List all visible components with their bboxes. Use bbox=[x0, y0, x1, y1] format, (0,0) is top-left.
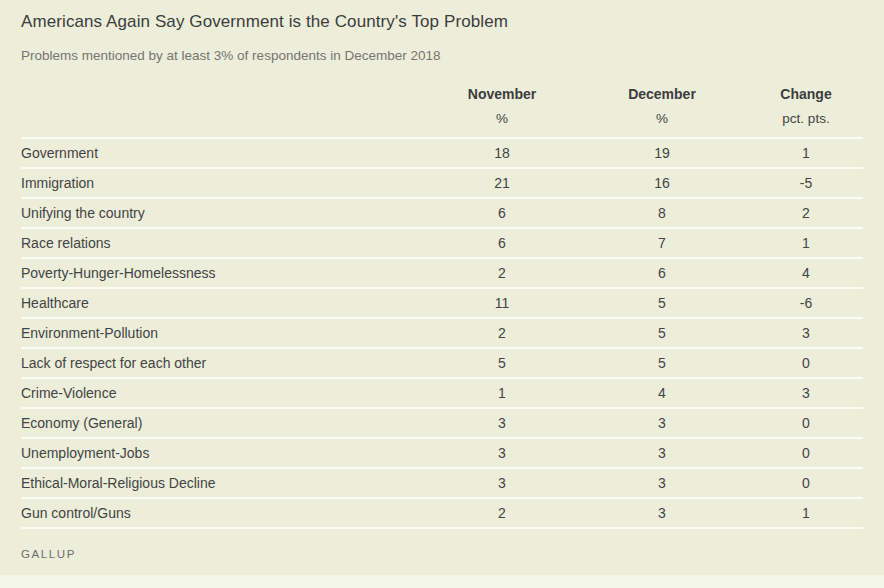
row-label: Environment-Pollution bbox=[21, 318, 429, 348]
table-row: Unifying the country682 bbox=[21, 198, 863, 228]
row-label: Unifying the country bbox=[21, 198, 429, 228]
column-header-november: November bbox=[429, 78, 575, 109]
table-graphic: Americans Again Say Government is the Co… bbox=[0, 0, 884, 560]
change-value: 1 bbox=[749, 498, 863, 528]
december-value: 3 bbox=[575, 498, 749, 528]
row-label: Immigration bbox=[21, 168, 429, 198]
page-subtitle: Problems mentioned by at least 3% of res… bbox=[21, 48, 863, 63]
table-row: Ethical-Moral-Religious Decline330 bbox=[21, 468, 863, 498]
bottom-strip bbox=[0, 575, 884, 588]
table-row: Poverty-Hunger-Homelessness264 bbox=[21, 258, 863, 288]
november-value: 5 bbox=[429, 348, 575, 378]
row-label: Gun control/Guns bbox=[21, 498, 429, 528]
december-value: 6 bbox=[575, 258, 749, 288]
change-value: 3 bbox=[749, 378, 863, 408]
table-row: Unemployment-Jobs330 bbox=[21, 438, 863, 468]
row-label: Lack of respect for each other bbox=[21, 348, 429, 378]
unit-header-change: pct. pts. bbox=[749, 109, 863, 138]
november-value: 2 bbox=[429, 498, 575, 528]
december-value: 16 bbox=[575, 168, 749, 198]
row-label: Government bbox=[21, 138, 429, 168]
november-value: 3 bbox=[429, 468, 575, 498]
page-title: Americans Again Say Government is the Co… bbox=[21, 0, 863, 32]
november-value: 2 bbox=[429, 318, 575, 348]
table-row: Immigration2116-5 bbox=[21, 168, 863, 198]
december-value: 5 bbox=[575, 288, 749, 318]
table-row: Environment-Pollution253 bbox=[21, 318, 863, 348]
change-value: 0 bbox=[749, 468, 863, 498]
november-value: 21 bbox=[429, 168, 575, 198]
problems-table: November December Change % % pct. pts. G… bbox=[21, 78, 863, 529]
change-value: 3 bbox=[749, 318, 863, 348]
change-value: 2 bbox=[749, 198, 863, 228]
table-row: Race relations671 bbox=[21, 228, 863, 258]
december-value: 3 bbox=[575, 408, 749, 438]
column-header-blank bbox=[21, 78, 429, 109]
november-value: 18 bbox=[429, 138, 575, 168]
december-value: 4 bbox=[575, 378, 749, 408]
row-label: Healthcare bbox=[21, 288, 429, 318]
change-value: 1 bbox=[749, 138, 863, 168]
row-label: Unemployment-Jobs bbox=[21, 438, 429, 468]
column-header-change: Change bbox=[749, 78, 863, 109]
table-row: Government18191 bbox=[21, 138, 863, 168]
row-label: Economy (General) bbox=[21, 408, 429, 438]
row-label: Race relations bbox=[21, 228, 429, 258]
november-value: 6 bbox=[429, 228, 575, 258]
row-label: Crime-Violence bbox=[21, 378, 429, 408]
table-row: Gun control/Guns231 bbox=[21, 498, 863, 528]
table-row: Economy (General)330 bbox=[21, 408, 863, 438]
november-value: 6 bbox=[429, 198, 575, 228]
change-value: 1 bbox=[749, 228, 863, 258]
change-value: 0 bbox=[749, 438, 863, 468]
row-label: Ethical-Moral-Religious Decline bbox=[21, 468, 429, 498]
table-header: November December Change % % pct. pts. bbox=[21, 78, 863, 138]
column-header-december: December bbox=[575, 78, 749, 109]
november-value: 2 bbox=[429, 258, 575, 288]
december-value: 5 bbox=[575, 318, 749, 348]
change-value: -5 bbox=[749, 168, 863, 198]
change-value: 0 bbox=[749, 408, 863, 438]
november-value: 1 bbox=[429, 378, 575, 408]
change-value: 0 bbox=[749, 348, 863, 378]
november-value: 11 bbox=[429, 288, 575, 318]
unit-header-november: % bbox=[429, 109, 575, 138]
december-value: 3 bbox=[575, 468, 749, 498]
december-value: 8 bbox=[575, 198, 749, 228]
november-value: 3 bbox=[429, 438, 575, 468]
unit-header-row: % % pct. pts. bbox=[21, 109, 863, 138]
table-row: Healthcare115-6 bbox=[21, 288, 863, 318]
november-value: 3 bbox=[429, 408, 575, 438]
december-value: 3 bbox=[575, 438, 749, 468]
change-value: 4 bbox=[749, 258, 863, 288]
table-body: Government18191Immigration2116-5Unifying… bbox=[21, 138, 863, 528]
unit-header-december: % bbox=[575, 109, 749, 138]
row-label: Poverty-Hunger-Homelessness bbox=[21, 258, 429, 288]
table-row: Crime-Violence143 bbox=[21, 378, 863, 408]
december-value: 5 bbox=[575, 348, 749, 378]
unit-header-blank bbox=[21, 109, 429, 138]
change-value: -6 bbox=[749, 288, 863, 318]
december-value: 19 bbox=[575, 138, 749, 168]
source-label: GALLUP bbox=[21, 548, 863, 560]
column-header-row: November December Change bbox=[21, 78, 863, 109]
table-row: Lack of respect for each other550 bbox=[21, 348, 863, 378]
december-value: 7 bbox=[575, 228, 749, 258]
